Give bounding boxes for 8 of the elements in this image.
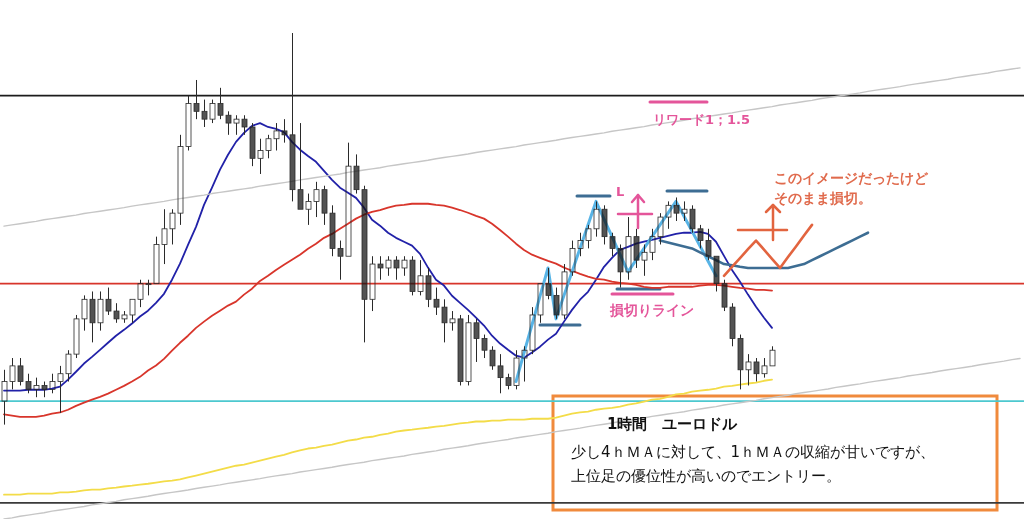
text: 少し4ｈＭＡに対して、1ｈＭＡの収縮が甘いですが、 xyxy=(571,443,936,461)
annotation: 損切りライン xyxy=(610,302,694,319)
annotation: そのまま損切。 xyxy=(774,190,872,206)
text: 上位足の優位性が高いのでエントリー。 xyxy=(571,467,841,485)
annotation: 1時間 ユーロドル xyxy=(607,415,738,433)
annotation: L xyxy=(616,184,625,200)
annotation: リワード1；1.5 xyxy=(653,112,751,128)
annotation: このイメージだったけど xyxy=(774,170,928,186)
